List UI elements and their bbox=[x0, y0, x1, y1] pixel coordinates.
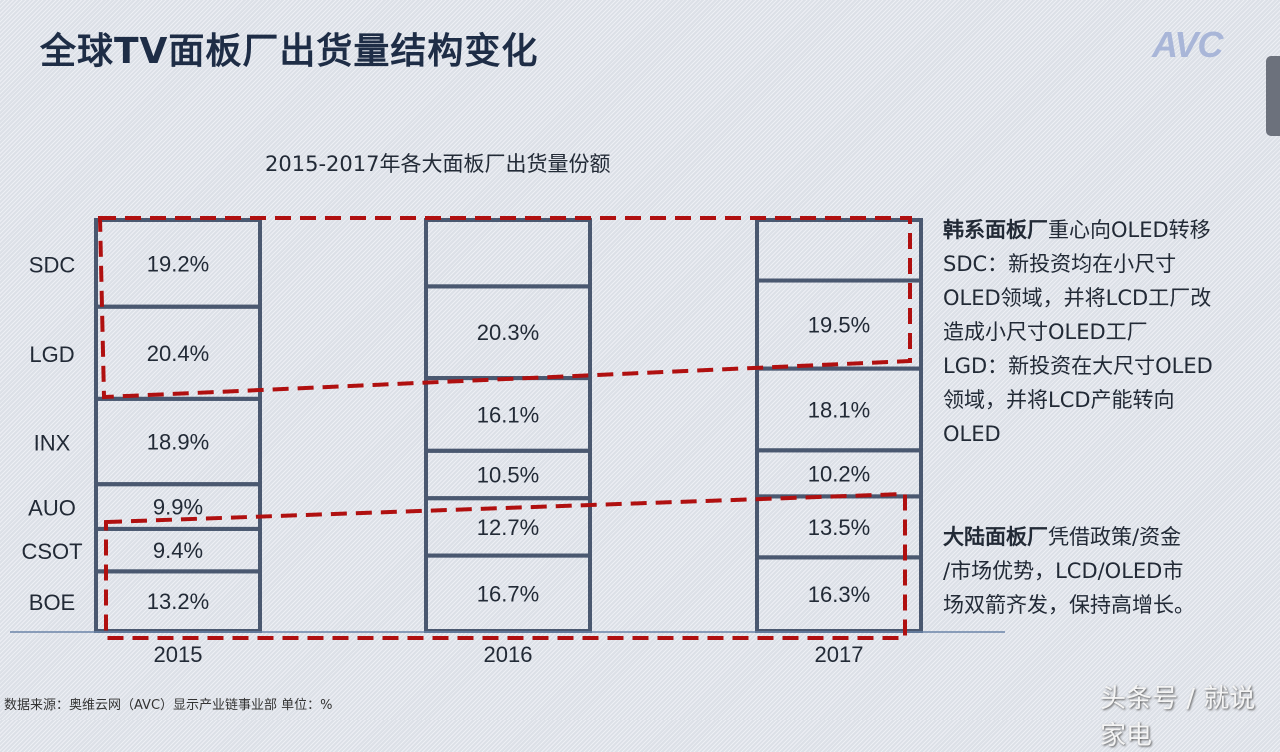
data-label: 9.4% bbox=[153, 538, 203, 563]
korea-notes: 韩系面板厂重心向OLED转移 SDC：新投资均在小尺寸 OLED领域，并将LCD… bbox=[943, 213, 1213, 451]
x-tick-label: 2015 bbox=[154, 642, 203, 667]
slide-title: 全球TV面板厂出货量结构变化 bbox=[40, 31, 539, 72]
note-line: 重心向OLED转移 bbox=[1048, 218, 1211, 242]
data-label: 12.7% bbox=[477, 515, 539, 540]
avc-logo: AVC bbox=[1152, 24, 1223, 65]
data-label: 9.9% bbox=[153, 495, 203, 520]
korea-highlight-box bbox=[97, 216, 912, 400]
note-line: /市场优势，LCD/OLED市 bbox=[943, 559, 1184, 583]
korea-heading: 韩系面板厂 bbox=[943, 218, 1048, 242]
data-label: 20.3% bbox=[477, 320, 539, 345]
data-label: 19.2% bbox=[147, 251, 209, 276]
bar-segment-sdc-2016 bbox=[424, 218, 592, 289]
scroll-handle[interactable] bbox=[1266, 56, 1280, 136]
mainland-notes: 大陆面板厂凭借政策/资金 /市场优势，LCD/OLED市 场双箭齐发，保持高增长… bbox=[943, 520, 1195, 622]
watermark: 头条号 / 就说家电 bbox=[1100, 684, 1256, 751]
chart-title: 2015-2017年各大面板厂出货量份额 bbox=[265, 152, 611, 176]
note-line: 凭借政策/资金 bbox=[1048, 525, 1182, 549]
note-line: 领域，并将LCD产能转向 bbox=[943, 388, 1175, 412]
stacked-bar-chart: 13.2% 9.4% 9.9% 18.9% 20.4% 19.2% 2015 16.7% 12.… bbox=[10, 216, 1005, 667]
note-line: SDC：新投资均在小尺寸 bbox=[943, 252, 1177, 276]
mainland-highlight-box bbox=[104, 491, 907, 640]
data-label: 18.9% bbox=[147, 430, 209, 455]
series-label-sdc: SDC bbox=[29, 252, 76, 277]
mainland-heading: 大陆面板厂 bbox=[943, 525, 1048, 549]
series-label-csot: CSOT bbox=[21, 539, 82, 564]
series-label-auo: AUO bbox=[28, 496, 76, 521]
note-line: 造成小尺寸OLED工厂 bbox=[943, 320, 1148, 344]
note-line: 场双箭齐发，保持高增长。 bbox=[943, 593, 1195, 617]
data-label: 10.2% bbox=[808, 461, 870, 486]
note-line: LGD：新投资在大尺寸OLED bbox=[943, 354, 1213, 378]
data-label: 18.1% bbox=[808, 397, 870, 422]
source-footer: 数据来源：奥维云网（AVC）显示产业链事业部 单位：% bbox=[4, 698, 333, 713]
data-label: 16.7% bbox=[477, 581, 539, 606]
x-tick-label: 2017 bbox=[815, 642, 864, 667]
series-label-inx: INX bbox=[34, 431, 71, 456]
series-label-boe: BOE bbox=[29, 590, 75, 615]
data-label: 16.3% bbox=[808, 582, 870, 607]
data-label: 13.2% bbox=[147, 589, 209, 614]
data-label: 10.5% bbox=[477, 463, 539, 488]
note-line: OLED领域，并将LCD工厂改 bbox=[943, 286, 1212, 310]
data-label: 19.5% bbox=[808, 313, 870, 338]
data-label: 16.1% bbox=[477, 402, 539, 427]
x-tick-label: 2016 bbox=[484, 642, 533, 667]
data-label: 13.5% bbox=[808, 515, 870, 540]
bar-segment-sdc-2017 bbox=[755, 218, 923, 283]
note-line: OLED bbox=[943, 422, 1001, 446]
series-label-lgd: LGD bbox=[29, 342, 74, 367]
data-label: 20.4% bbox=[147, 341, 209, 366]
